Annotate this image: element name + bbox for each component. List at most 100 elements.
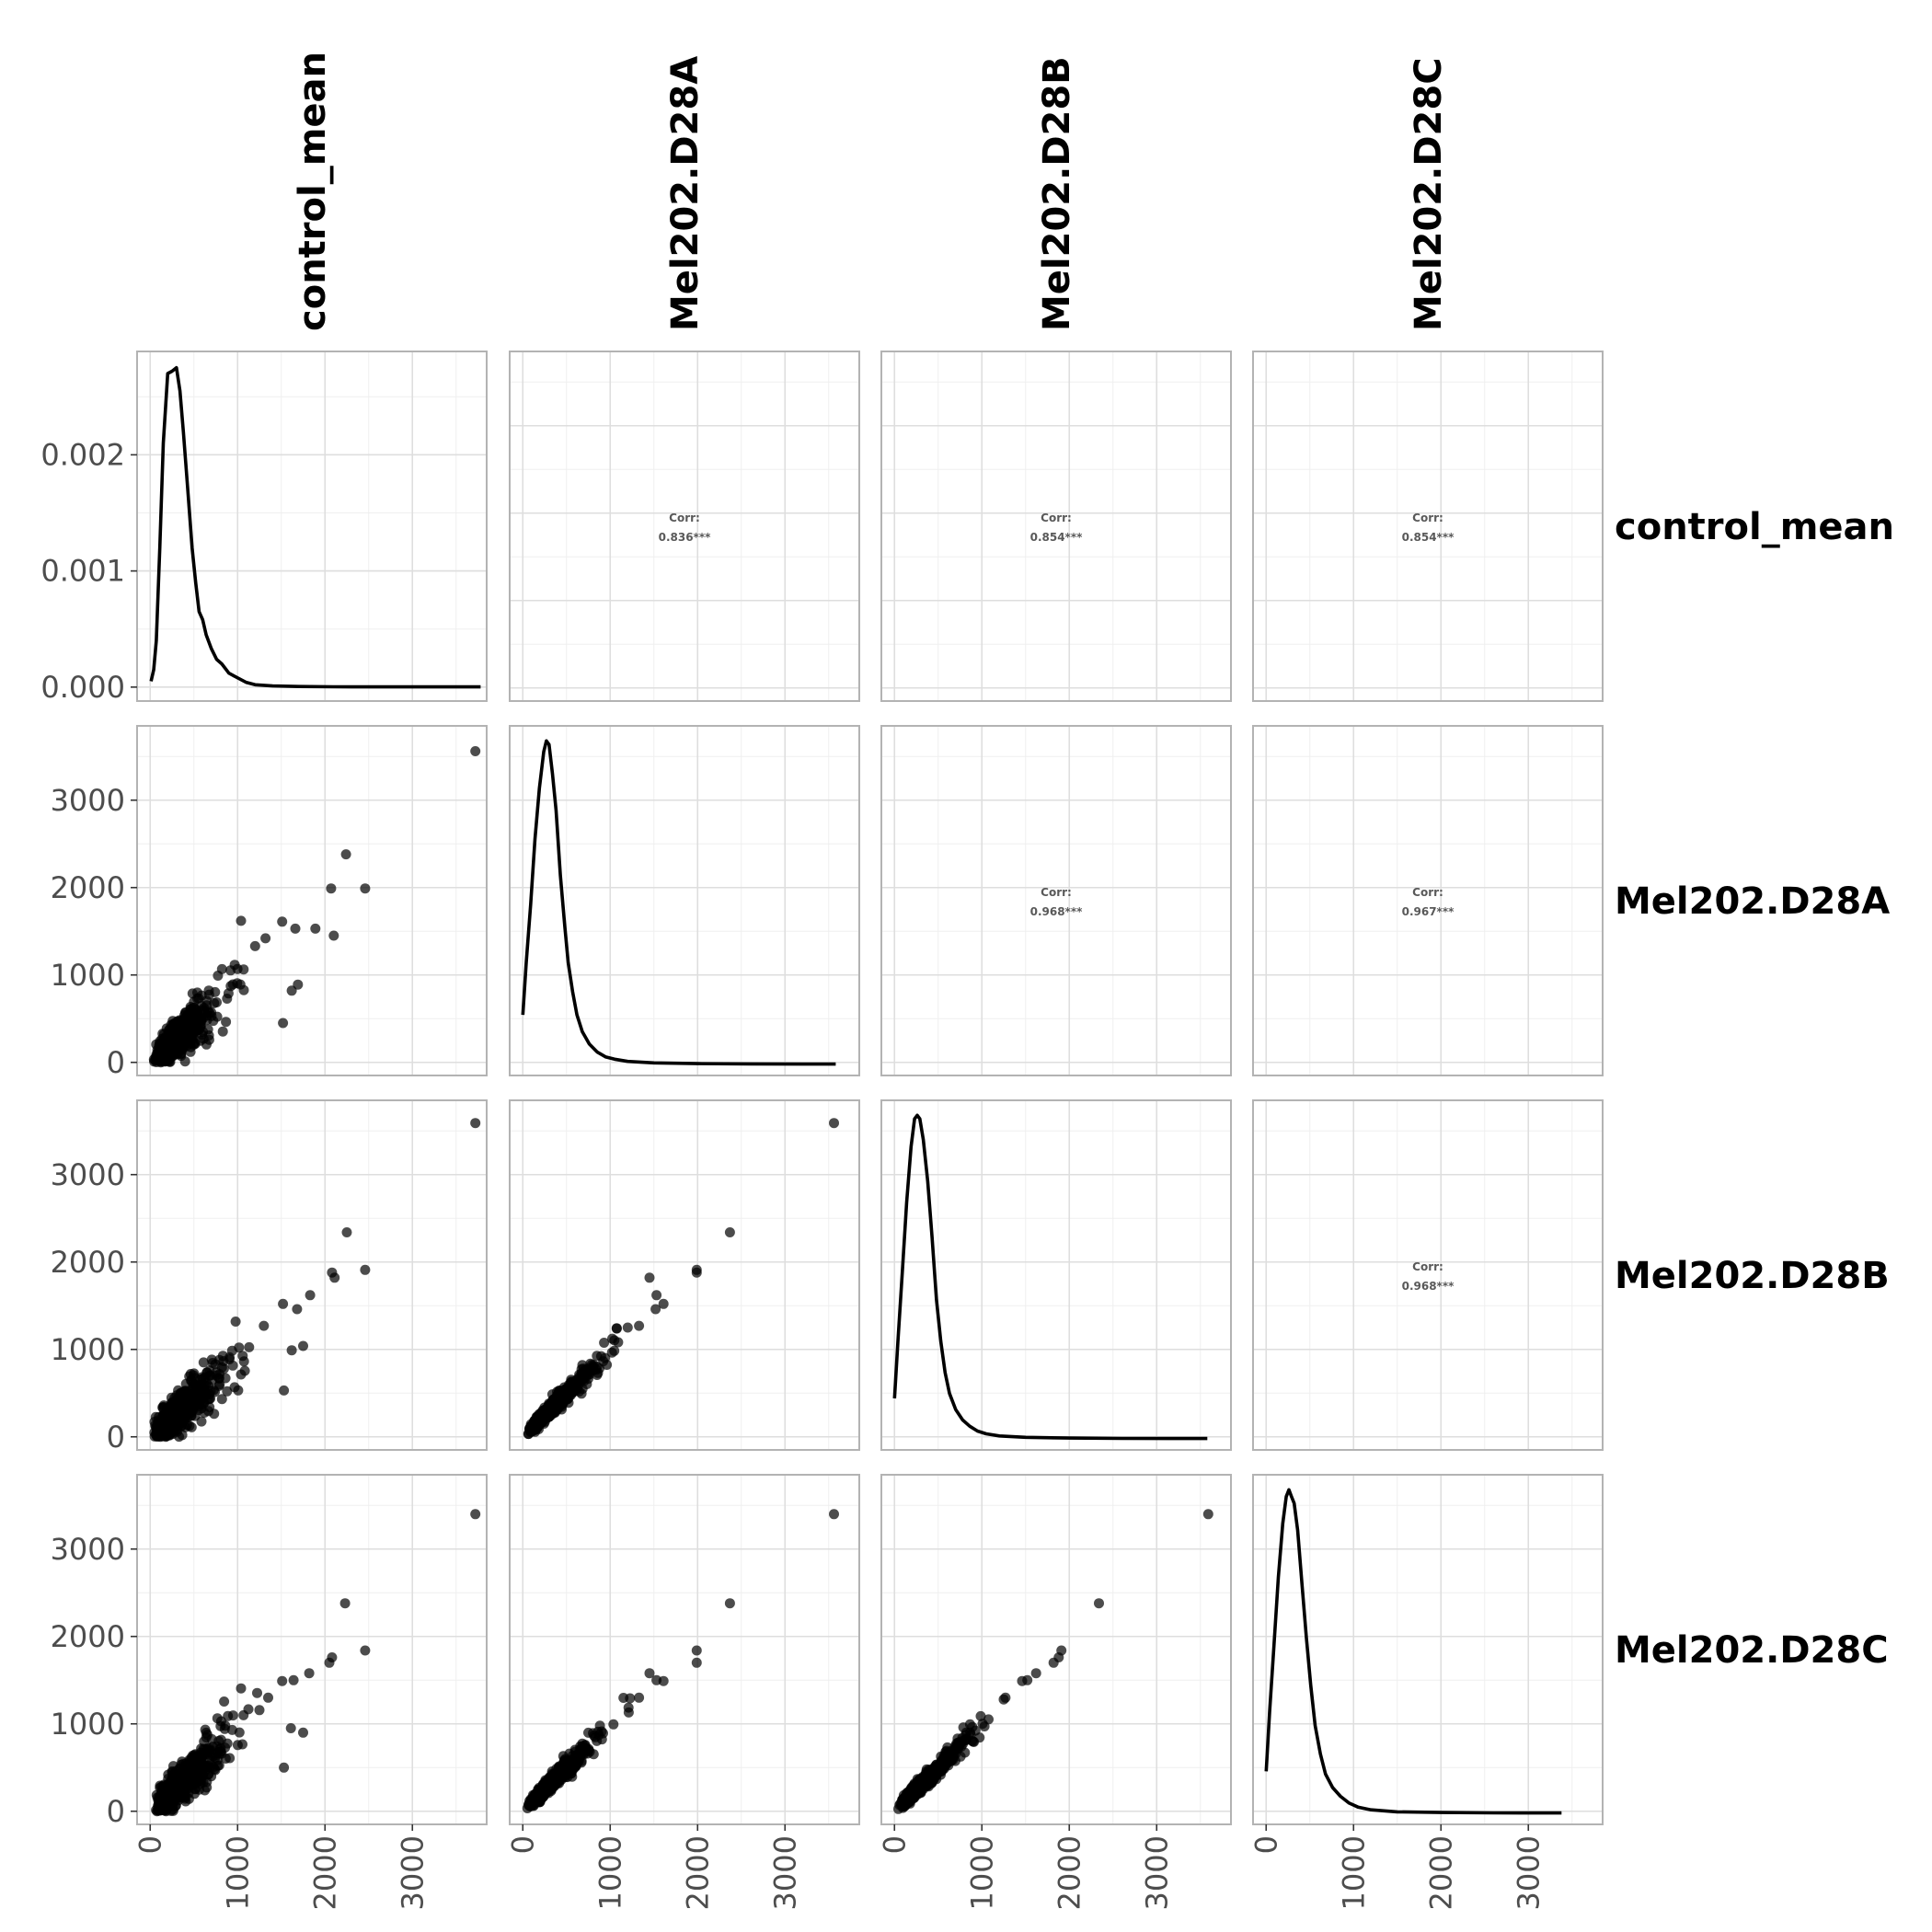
scatter-point xyxy=(203,1034,214,1045)
scatter-point xyxy=(216,1394,227,1405)
scatter-point xyxy=(926,1776,936,1787)
corr-value: 0.836*** xyxy=(659,531,712,544)
panel-border xyxy=(1252,351,1604,702)
panel-1-3: Corr: 0.967*** xyxy=(1252,725,1604,1076)
scatter-point xyxy=(622,1322,633,1333)
scatter-point xyxy=(564,1761,575,1772)
scatter-cloud xyxy=(522,1693,636,1813)
panel-border xyxy=(880,1474,1232,1825)
scatter-point xyxy=(210,986,221,997)
scatter-point xyxy=(225,965,236,976)
y-tick-label: 1000 xyxy=(51,958,125,993)
scatter-point xyxy=(243,1704,254,1715)
scatter-point xyxy=(955,1751,966,1762)
scatter-point xyxy=(153,1430,164,1441)
scatter-point xyxy=(198,1743,209,1754)
scatter-point xyxy=(556,1391,567,1402)
scatter-point xyxy=(224,1351,236,1363)
scatter-point xyxy=(298,1727,308,1738)
scatter-point xyxy=(607,1333,617,1344)
scatter-point xyxy=(254,1705,265,1716)
y-tick-label: 0.001 xyxy=(40,554,125,589)
scatter-point xyxy=(234,1342,245,1353)
scatter-point xyxy=(1017,1675,1028,1686)
row-label: Mel202.D28A xyxy=(1615,880,1890,923)
panel-border xyxy=(509,1099,860,1451)
scatter-point xyxy=(960,1730,972,1741)
scatter-point xyxy=(236,915,247,926)
x-tick-label: 1000 xyxy=(1336,1835,1371,1910)
scatter-point xyxy=(341,1227,352,1237)
scatter-point xyxy=(252,1687,262,1698)
scatter-point xyxy=(200,1380,211,1391)
scatter-point xyxy=(609,1345,620,1356)
scatter-point xyxy=(998,1694,1009,1705)
scatter-point xyxy=(154,1411,165,1422)
scatter-point xyxy=(285,1723,296,1733)
panel-2-3: Corr: 0.968*** xyxy=(1252,1099,1604,1451)
panel-0-1: Corr: 0.836*** xyxy=(509,351,860,702)
scatter-point xyxy=(568,1754,579,1765)
x-tick-label: 0 xyxy=(1248,1835,1283,1854)
corr-value: 0.967*** xyxy=(1402,905,1455,918)
scatter-point xyxy=(223,988,234,999)
x-tick-label: 1000 xyxy=(592,1835,627,1910)
scatter-point xyxy=(177,1776,188,1787)
row-label: Mel202.D28C xyxy=(1615,1629,1889,1672)
scatter-point xyxy=(324,1657,335,1668)
panel-border xyxy=(880,725,1232,1076)
scatter-point xyxy=(216,963,227,974)
scatter-point xyxy=(977,1719,988,1730)
scatter-point xyxy=(933,1767,944,1777)
corr-label: Corr: xyxy=(669,512,700,524)
scatter-cloud xyxy=(149,1317,255,1443)
scatter-point xyxy=(691,1645,702,1656)
scatter-point xyxy=(208,1385,219,1396)
scatter-point xyxy=(623,1707,634,1718)
y-tick-label: 3000 xyxy=(51,1532,125,1567)
scatter-point xyxy=(236,1369,247,1380)
scatter-point xyxy=(184,1036,195,1047)
panel-2-2 xyxy=(880,1099,1232,1451)
scatter-point xyxy=(222,1386,233,1397)
corr-label: Corr: xyxy=(1041,886,1072,899)
panel-0-2: Corr: 0.854*** xyxy=(880,351,1232,702)
scatter-cloud xyxy=(893,1710,994,1814)
scatter-point xyxy=(179,1386,190,1397)
scatter-point xyxy=(969,1736,980,1747)
scatter-point xyxy=(470,1118,481,1129)
scatter-point xyxy=(555,1770,566,1781)
y-tick-label: 0 xyxy=(107,1794,125,1829)
scatter-point xyxy=(602,1360,613,1370)
scatter-point xyxy=(202,1010,213,1021)
scatter-point xyxy=(183,1019,194,1030)
panel-1-0 xyxy=(136,725,488,1076)
scatter-point xyxy=(195,1020,206,1031)
scatter-cloud xyxy=(523,1323,624,1440)
panel-border xyxy=(136,351,488,702)
panel-border xyxy=(509,725,860,1076)
panel-3-1 xyxy=(509,1474,860,1825)
scatter-point xyxy=(244,1341,255,1352)
scatter-point xyxy=(651,1290,662,1301)
scatter-point xyxy=(290,923,301,934)
scatter-point xyxy=(829,1509,839,1520)
y-tick-label: 3000 xyxy=(51,1157,125,1192)
panel-border xyxy=(880,351,1232,702)
scatter-point xyxy=(526,1422,537,1433)
scatter-point xyxy=(326,883,337,894)
scatter-point xyxy=(329,1272,340,1283)
corr-label: Corr: xyxy=(1412,512,1443,524)
x-tick-label: 1000 xyxy=(220,1835,255,1910)
scatter-point xyxy=(185,1779,196,1790)
scatter-point xyxy=(608,1719,619,1730)
panels: Corr:0.836***Corr:0.854***Corr:0.854***C… xyxy=(136,351,1604,1825)
scatter-point xyxy=(360,1264,371,1275)
x-tick-label: 0 xyxy=(877,1835,912,1854)
scatter-point xyxy=(263,1692,273,1703)
y-tick-label: 0.000 xyxy=(40,670,125,705)
scatter-point xyxy=(279,1385,290,1396)
scatter-point xyxy=(237,1739,247,1750)
scatter-point xyxy=(286,1345,297,1356)
